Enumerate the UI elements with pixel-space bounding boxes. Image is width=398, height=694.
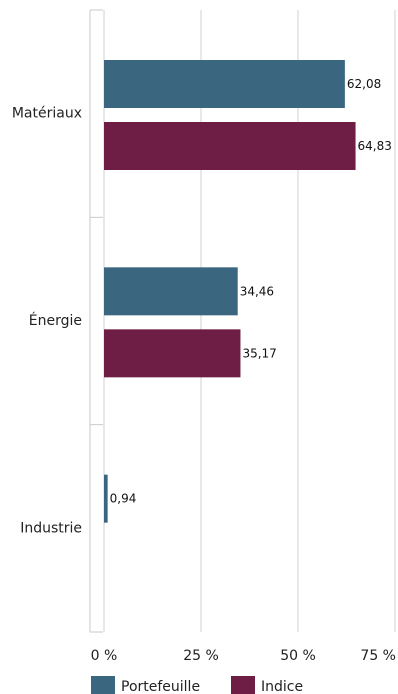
bar-portefeuille [104, 474, 108, 523]
x-tick-label: 75 % [360, 648, 396, 664]
bar-portefeuille [104, 60, 345, 108]
bar-indice [104, 122, 356, 170]
gridlines [103, 10, 396, 632]
legend-label: Indice [261, 679, 303, 694]
data-label: 35,17 [242, 346, 276, 360]
x-tick-label: 50 % [280, 648, 316, 664]
legend-swatch [91, 676, 115, 694]
data-label: 34,46 [240, 284, 274, 298]
category-label: Industrie [20, 520, 82, 536]
x-tick-label: 0 % [91, 648, 118, 664]
x-tick-label: 25 % [183, 648, 219, 664]
bars: 62,08 64,83 34,46 35,17 0,94 [104, 60, 392, 523]
category-label: Énergie [29, 312, 82, 329]
category-labels: Matériaux Énergie Industrie [12, 106, 82, 537]
data-label: 62,08 [347, 77, 381, 91]
category-label: Matériaux [12, 106, 82, 122]
data-label: 64,83 [358, 139, 392, 153]
legend-swatch [231, 676, 255, 694]
bar-portefeuille [104, 267, 238, 316]
x-tick-labels: 0 % 25 % 50 % 75 % [91, 648, 396, 664]
data-label: 0,94 [110, 492, 137, 506]
bar-indice [104, 329, 241, 378]
category-axis [89, 9, 103, 633]
legend-label: Portefeuille [121, 679, 200, 694]
legend: Portefeuille Indice [91, 676, 303, 694]
